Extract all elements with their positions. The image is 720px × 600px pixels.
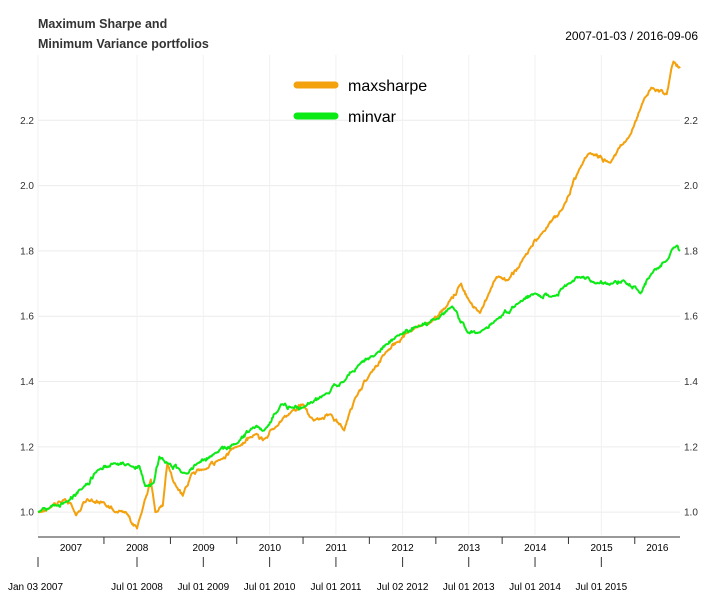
date-label: Jul 01 2013 [443, 582, 495, 593]
date-range-label: 2007-01-03 / 2016-09-06 [565, 29, 698, 43]
y-tick-label-right: 1.2 [684, 442, 698, 453]
date-label: Jul 01 2009 [177, 582, 229, 593]
y-tick-label-left: 2.0 [20, 181, 34, 192]
year-label: 2016 [646, 543, 669, 554]
date-label: Jul 01 2015 [575, 582, 627, 593]
legend-label-minvar: minvar [348, 109, 397, 126]
year-label: 2012 [391, 543, 414, 554]
legend: maxsharpe minvar [293, 78, 427, 126]
year-label: 2010 [259, 543, 282, 554]
date-label: Jul 01 2011 [310, 582, 361, 593]
y-tick-label-right: 1.8 [684, 246, 698, 257]
legend-label-maxsharpe: maxsharpe [348, 78, 427, 95]
year-label: 2015 [590, 543, 613, 554]
y-tick-label-left: 1.2 [20, 442, 34, 453]
date-label: Jul 02 2012 [377, 582, 429, 593]
gridlines [37, 55, 680, 535]
y-tick-label-right: 1.4 [684, 377, 698, 388]
year-label: 2014 [524, 543, 547, 554]
y-tick-label-left: 1.0 [20, 508, 34, 519]
y-tick-label-right: 1.0 [684, 508, 698, 519]
date-label: Jul 01 2008 [111, 582, 163, 593]
y-tick-label-right: 2.2 [684, 116, 698, 127]
date-label: Jan 03 2007 [8, 582, 63, 593]
series-lines [37, 60, 681, 530]
y-tick-label-right: 1.6 [684, 312, 698, 323]
axes: 1.0 1.0 1.2 1.2 1.4 1.4 1.6 1.6 1.8 1.8 2.0 2.0 2.2 2… [8, 116, 698, 593]
y-tick-label-left: 1.6 [20, 312, 34, 323]
year-label: 2007 [60, 543, 83, 554]
year-label: 2009 [192, 543, 215, 554]
chart-title-line-2: Minimum Variance portfolios [38, 37, 209, 51]
y-tick-label-right: 2.0 [684, 181, 698, 192]
date-label: Jul 01 2014 [509, 582, 561, 593]
y-tick-label-left: 2.2 [20, 116, 34, 127]
date-label: Jul 01 2010 [244, 582, 296, 593]
chart-title-line-1: Maximum Sharpe and [38, 17, 167, 31]
y-tick-label-left: 1.8 [20, 246, 34, 257]
year-label: 2013 [458, 543, 481, 554]
series-line-maxsharpe [37, 60, 681, 530]
series-line-minvar [37, 244, 681, 514]
year-label: 2008 [126, 543, 149, 554]
y-tick-label-left: 1.4 [20, 377, 34, 388]
year-label: 2011 [325, 543, 347, 554]
